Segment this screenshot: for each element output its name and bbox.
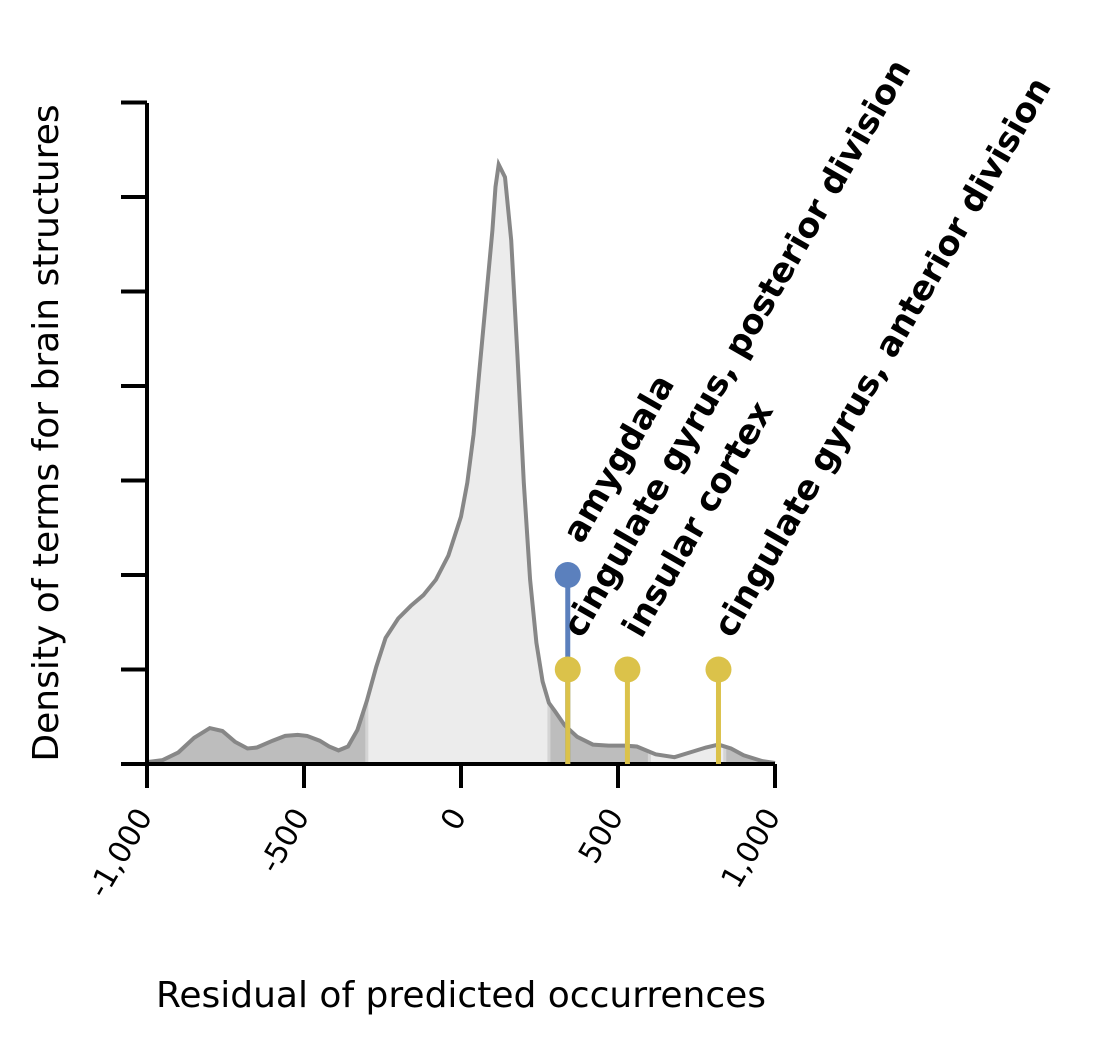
dark-shade-region [147, 701, 367, 764]
light-shade-region [366, 164, 549, 764]
y-axis-label: Density of terms for brain structures [26, 104, 67, 761]
annotation-label: cingulate gyrus, anterior division [706, 71, 1060, 644]
x-tick-label: 0 [434, 803, 474, 837]
x-tick-label: 500 [572, 803, 631, 870]
x-axis-label: Residual of predicted occurrences [156, 975, 766, 1016]
x-tick-label: 1,000 [715, 803, 788, 895]
annotation-marker [554, 656, 581, 683]
dark-shade-region [548, 702, 650, 764]
x-tick-label: -1,000 [81, 803, 160, 904]
annotation-marker [554, 562, 581, 588]
annotation-marker [614, 656, 641, 683]
axes: -1,000 -500 0 500 1,000 [81, 100, 788, 904]
x-ticks: -1,000 -500 0 500 1,000 [81, 764, 788, 904]
dark-shade-region [724, 746, 775, 764]
x-tick-label: -500 [253, 803, 317, 879]
annotation-marker [705, 656, 732, 683]
density-curve [146, 157, 776, 765]
y-ticks [121, 100, 147, 766]
